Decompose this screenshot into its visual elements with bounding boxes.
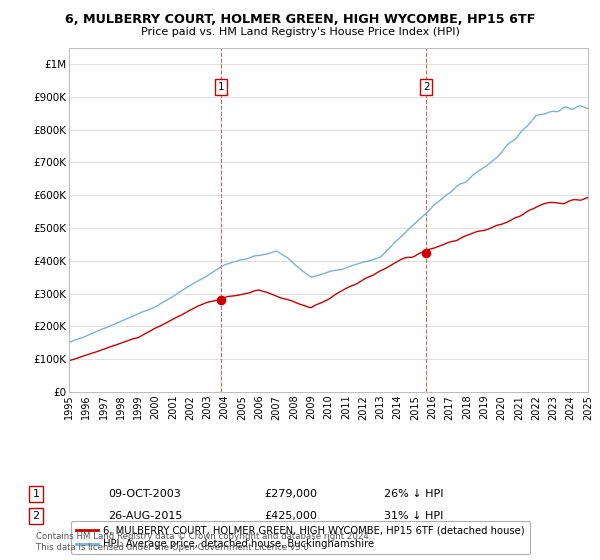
Text: 1: 1 (32, 489, 40, 499)
Text: 26% ↓ HPI: 26% ↓ HPI (384, 489, 443, 499)
Text: 31% ↓ HPI: 31% ↓ HPI (384, 511, 443, 521)
Legend: 6, MULBERRY COURT, HOLMER GREEN, HIGH WYCOMBE, HP15 6TF (detached house), HPI: A: 6, MULBERRY COURT, HOLMER GREEN, HIGH WY… (71, 521, 530, 554)
Text: 26-AUG-2015: 26-AUG-2015 (108, 511, 182, 521)
Text: 1: 1 (218, 82, 224, 92)
Point (421, 248, 431, 257)
Text: £425,000: £425,000 (264, 511, 317, 521)
Text: 09-OCT-2003: 09-OCT-2003 (108, 489, 181, 499)
Text: £279,000: £279,000 (264, 489, 317, 499)
Text: Contains HM Land Registry data © Crown copyright and database right 2024.: Contains HM Land Registry data © Crown c… (36, 532, 371, 541)
Text: 2: 2 (423, 82, 430, 92)
Text: This data is licensed under the Open Government Licence v3.0.: This data is licensed under the Open Gov… (36, 543, 311, 552)
Text: 6, MULBERRY COURT, HOLMER GREEN, HIGH WYCOMBE, HP15 6TF: 6, MULBERRY COURT, HOLMER GREEN, HIGH WY… (65, 13, 535, 26)
Text: Price paid vs. HM Land Registry's House Price Index (HPI): Price paid vs. HM Land Registry's House … (140, 27, 460, 37)
Point (216, 296, 226, 305)
Text: 2: 2 (32, 511, 40, 521)
